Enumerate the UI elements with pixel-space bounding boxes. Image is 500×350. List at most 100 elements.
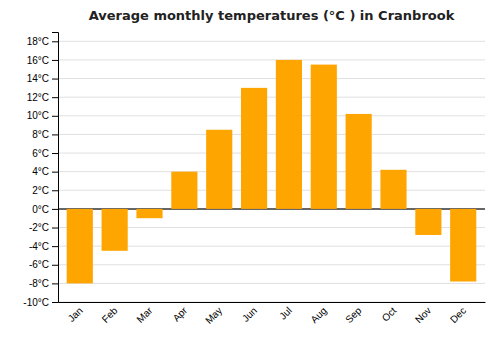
grid-line [58,264,485,265]
bar [450,209,476,282]
y-tick: 4°C [32,166,58,177]
bar [206,130,232,209]
bar [276,60,302,209]
y-tick-mark [52,60,58,61]
x-tick-label: Apr [171,304,190,323]
grid-line [58,190,485,191]
y-tick-label: 10°C [27,110,49,121]
x-tick-label: Jan [66,305,85,324]
bars [67,60,477,283]
bar [171,172,197,209]
x-tick: Dec [448,305,468,325]
x-tick-label: Oct [380,305,399,324]
x-tick-label: Dec [448,305,468,325]
y-tick: -6°C [29,259,58,270]
bar [241,88,267,209]
x-tick-label: Mar [134,304,154,324]
grid-line [58,302,485,303]
y-tick-label: 0°C [32,204,49,215]
y-tick-label: 4°C [32,166,49,177]
y-tick: -2°C [29,222,58,233]
chart-title: Average monthly temperatures (°C ) in Cr… [89,8,455,23]
y-tick: 14°C [27,73,58,84]
y-tick-mark [52,97,58,98]
grid-line [58,283,485,284]
y-tick-label: -10°C [23,297,49,308]
grid [58,41,485,302]
y-tick-label: 12°C [27,92,49,103]
x-tick-label: May [203,305,224,326]
x-tick: Sep [343,305,364,326]
y-tick-label: 8°C [32,129,49,140]
y-tick-mark [52,265,58,266]
grid-line [58,59,485,60]
bar [346,114,372,209]
y-tick-label: -4°C [29,241,49,252]
x-tick-label: Jun [240,305,259,324]
x-tick: May [203,305,224,326]
x-tick: Apr [171,304,190,323]
x-tick: Aug [308,305,328,325]
y-axis-line [52,33,59,303]
y-tick: 8°C [32,129,58,140]
y-tick-mark [52,79,58,80]
y-tick-mark [52,172,58,173]
y-tick-label: 6°C [32,148,49,159]
y-tick-label: -2°C [29,222,49,233]
y-tick: 16°C [27,55,58,66]
y-tick-label: 16°C [27,55,49,66]
bar [415,209,441,235]
y-tick: -4°C [29,241,58,252]
x-tick-label: Feb [100,305,120,325]
bar [67,209,93,283]
bar [102,209,128,251]
y-tick-mark [52,302,58,303]
x-tick: Jan [66,305,85,324]
grid-line [58,78,485,79]
y-tick: 0°C [32,204,58,215]
x-tick: Jun [240,305,259,324]
y-tick-label: -8°C [29,278,49,289]
x-tick-label: Jul [277,305,294,322]
x-tick-label: Nov [413,305,433,325]
bar [380,170,406,209]
grid-line [58,171,485,172]
y-tick: 10°C [27,110,58,121]
y-tick: 12°C [27,92,58,103]
y-tick-mark [52,190,58,191]
y-tick-mark [52,228,58,229]
bar [136,209,162,218]
y-tick: 2°C [32,185,58,196]
y-tick-mark [52,209,58,210]
grid-line [58,41,485,42]
grid-line [58,153,485,154]
x-axis-line [59,302,486,303]
y-tick-mark [52,283,58,284]
y-tick-label: 2°C [32,185,49,196]
x-tick-label: Sep [343,305,364,326]
chart-svg: -10°C -8°C -6°C -4°C -2°C 0°C 2°C 4°C 6°C 8°C 10°C… [0,0,500,350]
y-tick-mark [52,134,58,135]
x-tick: Jul [277,305,294,322]
y-tick: 6°C [32,148,58,159]
y-tick-mark [52,153,58,154]
x-tick: Nov [413,305,433,325]
y-tick-label: 18°C [27,36,49,47]
x-tick-label: Aug [308,305,328,325]
grid-line [58,134,485,135]
y-tick-mark [52,116,58,117]
x-tick: Oct [380,305,399,324]
y-axis: -10°C -8°C -6°C -4°C -2°C 0°C 2°C 4°C 6°C 8°C 10°C… [23,33,58,308]
bar [311,65,337,209]
y-tick-label: 14°C [27,73,49,84]
y-tick: -8°C [29,278,58,289]
y-tick-mark [52,41,58,42]
x-tick: Feb [100,305,120,325]
y-tick-mark [52,246,58,247]
y-tick: 18°C [27,36,58,47]
plot-area: -10°C -8°C -6°C -4°C -2°C 0°C 2°C 4°C 6°C 8°C 10°C… [23,33,485,326]
grid-line [58,97,485,98]
grid-line [58,115,485,116]
x-tick: Mar [134,304,154,324]
y-tick-label: -6°C [29,259,49,270]
